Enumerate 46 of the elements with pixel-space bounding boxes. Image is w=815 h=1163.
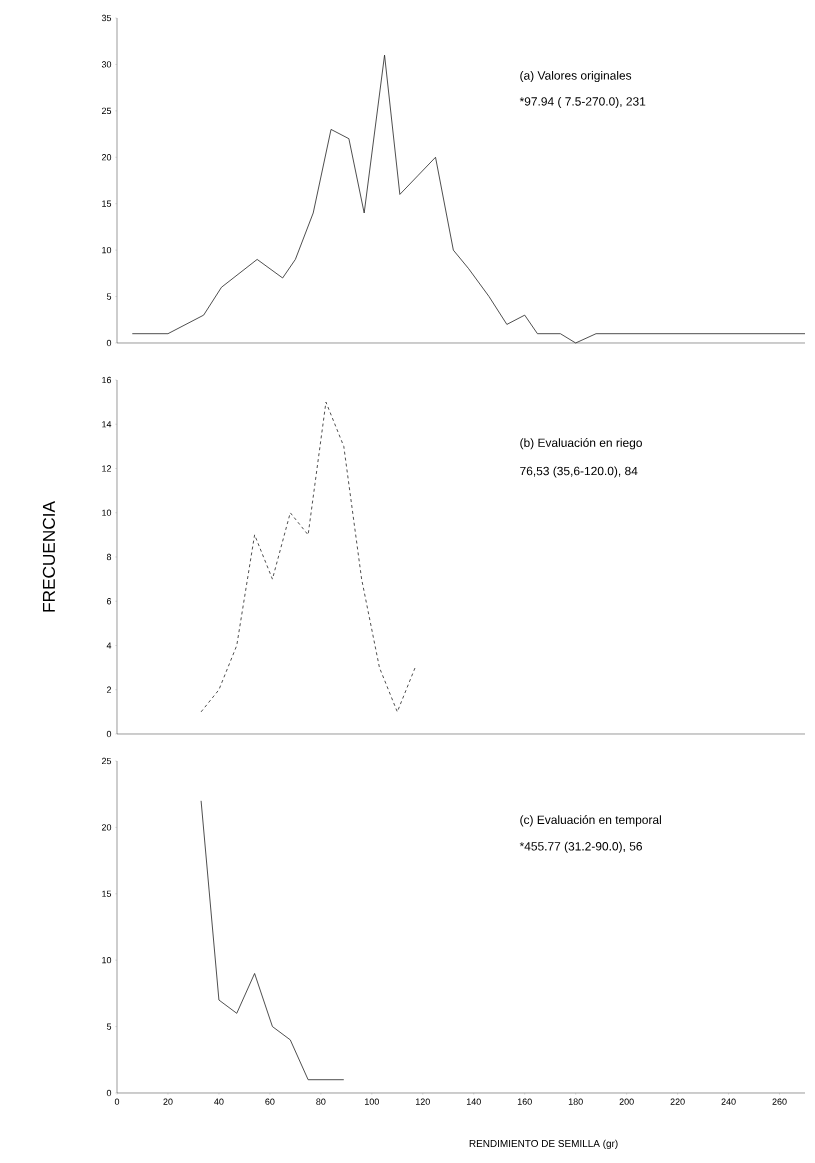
x-axis-title: RENDIMIENTO DE SEMILLA (gr) [469,1139,618,1149]
line-series [200,401,416,713]
y-tick-label: 0 [106,1089,112,1097]
y-tick-label: 20 [101,824,112,831]
y-tick-label: 25 [101,757,112,765]
y-tick-label: 15 [102,200,112,207]
y-tick-label: 25 [101,107,112,115]
y-tick-label: 5 [106,1023,112,1030]
annotation: (a) Valores originales [520,70,632,83]
x-tick-label: 200 [619,1098,634,1105]
annotation: (b) Evaluación en riego [520,438,642,450]
y-tick-label: 15 [102,890,112,897]
y-tick-label: 30 [101,61,112,68]
x-tick-label: 240 [721,1098,736,1105]
x-tick-label: 260 [772,1098,787,1105]
y-tick-label: 4 [106,642,112,649]
annotation: *97.94 ( 7.5-270.0), 231 [519,96,646,109]
annotation: *455.77 (31.2-90.0), 56 [519,841,642,853]
x-tick-label: 80 [316,1098,326,1105]
y-tick-label: 35 [101,14,112,22]
x-tick-label: 40 [214,1098,224,1105]
y-axis-title: FRECUENCIA [42,501,55,612]
x-tick-label: 140 [466,1098,481,1105]
annotation: (c) Evaluación en temporal [520,815,661,827]
x-tick-label: 20 [163,1098,173,1105]
y-tick-label: 10 [102,957,112,964]
y-tick-label: 5 [106,293,112,300]
x-tick-label: 120 [415,1098,430,1105]
y-tick-label: 2 [106,686,112,693]
y-tick-label: 8 [106,553,112,561]
y-tick-label: 12 [102,465,112,472]
x-tick-label: 0 [114,1098,120,1105]
x-tick-label: 60 [265,1098,275,1105]
y-tick-label: 20 [101,154,112,161]
x-tick-label: 100 [365,1098,379,1105]
y-tick-label: 6 [106,598,112,605]
y-tick-label: 10 [102,509,112,516]
annotation: 76,53 (35,6-120.0), 84 [520,466,638,478]
y-tick-label: 0 [106,730,112,738]
x-tick-label: 160 [517,1098,532,1105]
y-tick-label: 10 [102,246,112,254]
x-tick-label: 220 [670,1098,685,1105]
x-tick-label: 180 [568,1098,583,1105]
y-tick-label: 14 [102,421,112,428]
y-tick-label: 16 [102,376,112,384]
y-tick-label: 0 [106,339,112,347]
